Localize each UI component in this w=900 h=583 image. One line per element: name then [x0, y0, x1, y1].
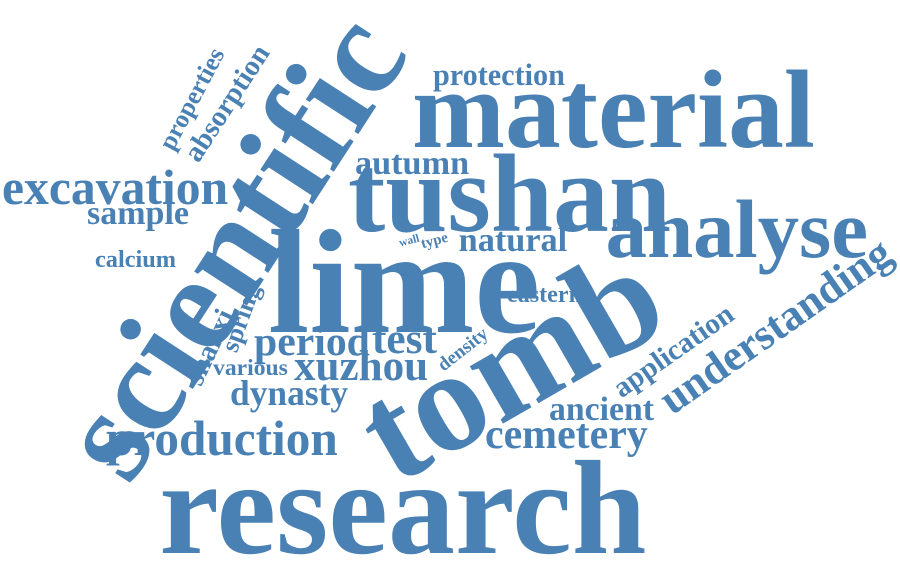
word-material: material [412, 48, 815, 172]
word-tushan: tushan [348, 131, 672, 256]
word-production: production [106, 411, 338, 467]
word-analyse: analyse [605, 182, 869, 275]
word-various: various [213, 355, 288, 382]
word-eastern: eastern [507, 281, 582, 308]
word-excavation: excavation [2, 160, 229, 216]
word-xuzhou: xuzhou [294, 342, 429, 390]
word-protection: protection [433, 58, 565, 93]
word-autumn: autumn [355, 144, 470, 183]
word-research: research [159, 433, 647, 583]
word-natural: natural [458, 220, 568, 259]
word-dynasty: dynasty [230, 372, 349, 413]
word-ancient: ancient [549, 390, 654, 428]
word-calcium: calcium [95, 245, 177, 273]
word-cemetery: cemetery [485, 412, 648, 459]
word-sample: sample [87, 195, 189, 232]
word-lime: lime [268, 201, 541, 366]
word-period: period [254, 319, 370, 366]
word-test: test [372, 315, 437, 364]
